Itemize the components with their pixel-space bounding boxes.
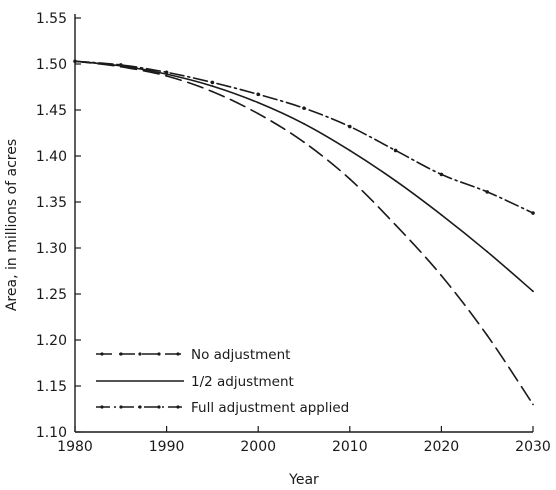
legend-marker bbox=[176, 352, 180, 356]
data-point-full-adjustment-applied bbox=[393, 148, 398, 153]
x-tick-label: 2000 bbox=[240, 439, 276, 455]
y-tick-label: 1.55 bbox=[36, 11, 67, 27]
y-tick-label: 1.50 bbox=[36, 57, 67, 73]
data-point-no-adjustment bbox=[486, 334, 489, 337]
data-point-full-adjustment-applied bbox=[439, 172, 444, 177]
data-point-no-adjustment bbox=[532, 403, 534, 406]
data-point-full-adjustment-applied bbox=[256, 92, 261, 97]
legend: No adjustment 1/2 adjustment Full adjustme… bbox=[96, 347, 349, 416]
data-point-full-adjustment-applied bbox=[73, 59, 77, 64]
y-tick-label: 1.15 bbox=[36, 379, 67, 395]
data-point-1-2-adjustment bbox=[211, 85, 214, 87]
y-tick-label: 1.10 bbox=[36, 425, 67, 441]
y-tick-label: 1.25 bbox=[36, 287, 67, 303]
data-point-1-2-adjustment bbox=[440, 213, 443, 216]
data-point-full-adjustment-applied bbox=[302, 106, 306, 110]
legend-marker bbox=[100, 352, 104, 356]
data-point-no-adjustment bbox=[348, 178, 351, 180]
y-tick-label: 1.45 bbox=[36, 103, 67, 119]
legend-marker bbox=[119, 352, 123, 356]
legend-marker bbox=[100, 405, 104, 409]
axes bbox=[74, 14, 533, 433]
data-point-1-2-adjustment bbox=[303, 122, 305, 125]
data-point-1-2-adjustment bbox=[394, 179, 397, 182]
series-line-no-adjustment bbox=[74, 60, 534, 406]
data-point-no-adjustment bbox=[394, 224, 397, 226]
data-point-full-adjustment-applied bbox=[348, 124, 352, 129]
legend-marker bbox=[138, 352, 142, 356]
data-point-no-adjustment bbox=[165, 75, 168, 77]
data-point-1-2-adjustment bbox=[532, 290, 534, 293]
y-tick-label: 1.40 bbox=[36, 149, 67, 165]
data-point-1-2-adjustment bbox=[486, 250, 489, 253]
data-point-full-adjustment-applied bbox=[119, 63, 123, 67]
legend-marker bbox=[138, 405, 142, 409]
legend-label-full-adjustment-applied: Full adjustment applied bbox=[191, 400, 349, 416]
data-point-full-adjustment-applied bbox=[531, 211, 535, 215]
y-axis-title: Area, in millions of acres bbox=[4, 139, 20, 311]
x-tick-label: 2010 bbox=[332, 439, 368, 455]
x-tick-label: 1980 bbox=[57, 439, 93, 455]
x-tick-label: 1990 bbox=[149, 439, 185, 455]
x-axis-title: Year bbox=[288, 472, 319, 488]
legend-label-no-adjustment: No adjustment bbox=[191, 347, 290, 363]
ticks: 1980 1990 2000 2010 2020 2030 1.10 1.15 1.20 1.25… bbox=[36, 11, 551, 455]
data-point-1-2-adjustment bbox=[348, 149, 351, 152]
series-line-full-adjustment-applied bbox=[74, 60, 534, 214]
y-tick-label: 1.35 bbox=[36, 195, 67, 211]
legend-marker bbox=[157, 352, 161, 356]
data-point-no-adjustment bbox=[211, 90, 214, 93]
legend-marker bbox=[119, 405, 123, 409]
series-lines bbox=[73, 59, 535, 406]
data-point-1-2-adjustment bbox=[257, 101, 260, 104]
y-tick-label: 1.20 bbox=[36, 333, 67, 349]
legend-label-1-2-adjustment: 1/2 adjustment bbox=[191, 374, 294, 390]
data-point-no-adjustment bbox=[303, 141, 305, 144]
series-line-1-2-adjustment bbox=[74, 60, 534, 293]
x-tick-label: 2030 bbox=[515, 439, 551, 455]
data-point-full-adjustment-applied bbox=[485, 190, 490, 194]
legend-marker bbox=[157, 405, 161, 409]
x-tick-label: 2020 bbox=[424, 439, 460, 455]
data-point-no-adjustment bbox=[257, 112, 260, 115]
data-point-full-adjustment-applied bbox=[210, 80, 215, 85]
data-point-no-adjustment bbox=[440, 274, 443, 277]
data-point-full-adjustment-applied bbox=[164, 70, 169, 75]
legend-marker bbox=[176, 405, 180, 409]
y-tick-label: 1.30 bbox=[36, 241, 67, 257]
